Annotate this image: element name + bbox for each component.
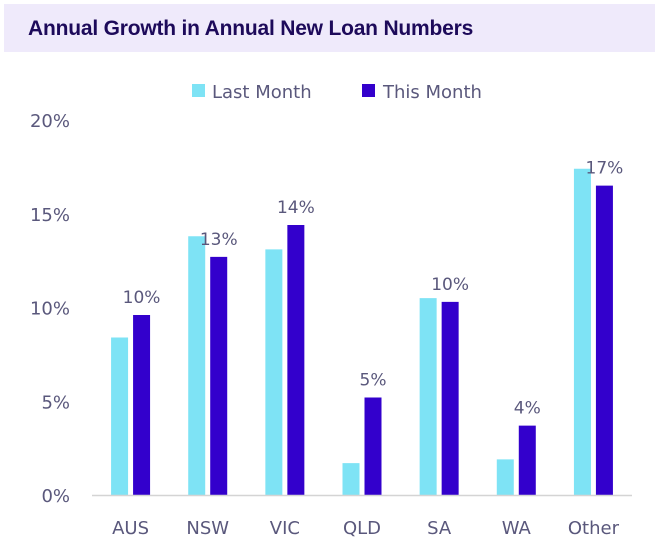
- data-labels: 10% 13% 14% 5% 10% 4% 17%: [123, 159, 624, 419]
- x-tick-label: Other: [568, 518, 620, 539]
- bar-this-month-nsw: [210, 256, 228, 495]
- bar-last-month-aus: [111, 337, 129, 495]
- bar-this-month-wa: [518, 425, 536, 495]
- legend-swatch-this-month: [362, 84, 375, 97]
- bar-this-month-qld: [364, 397, 382, 495]
- legend: Last Month This Month: [192, 82, 482, 103]
- bar-this-month-sa: [441, 301, 459, 495]
- bar-last-month-sa: [419, 298, 437, 495]
- data-label: 17%: [586, 159, 624, 179]
- data-label: 10%: [431, 275, 469, 295]
- legend-label: This Month: [382, 82, 482, 103]
- bar-last-month-nsw: [188, 236, 206, 495]
- data-label: 10%: [123, 288, 161, 308]
- data-label: 14%: [277, 198, 315, 218]
- bar-this-month-other: [595, 185, 613, 495]
- x-tick-label: AUS: [112, 518, 149, 539]
- x-tick-label: VIC: [270, 518, 300, 539]
- y-tick-label: 10%: [30, 299, 70, 320]
- bar-last-month-wa: [496, 459, 514, 495]
- y-tick-label: 15%: [30, 205, 70, 226]
- bar-last-month-other: [573, 168, 591, 495]
- title-band: Annual Growth in Annual New Loan Numbers: [4, 4, 655, 52]
- bars: [111, 168, 613, 495]
- data-label: 4%: [514, 399, 541, 419]
- legend-label: Last Month: [212, 82, 312, 103]
- y-tick-label: 0%: [41, 486, 70, 507]
- data-label: 5%: [360, 371, 387, 391]
- x-tick-label: NSW: [186, 518, 229, 539]
- bar-last-month-qld: [342, 463, 360, 495]
- x-tick-label: SA: [427, 518, 452, 539]
- chart-title: Annual Growth in Annual New Loan Numbers: [28, 17, 474, 40]
- y-axis: 0% 5% 10% 15% 20%: [30, 111, 70, 507]
- x-tick-label: WA: [502, 518, 532, 539]
- y-tick-label: 20%: [30, 111, 70, 132]
- bar-last-month-vic: [265, 249, 283, 495]
- bar-this-month-aus: [133, 315, 151, 495]
- y-tick-label: 5%: [41, 392, 70, 413]
- x-axis: AUS NSW VIC QLD SA WA Other: [92, 494, 632, 539]
- x-tick-label: QLD: [343, 518, 381, 539]
- bar-this-month-vic: [287, 225, 305, 495]
- data-label: 13%: [200, 230, 238, 250]
- legend-swatch-last-month: [192, 84, 205, 97]
